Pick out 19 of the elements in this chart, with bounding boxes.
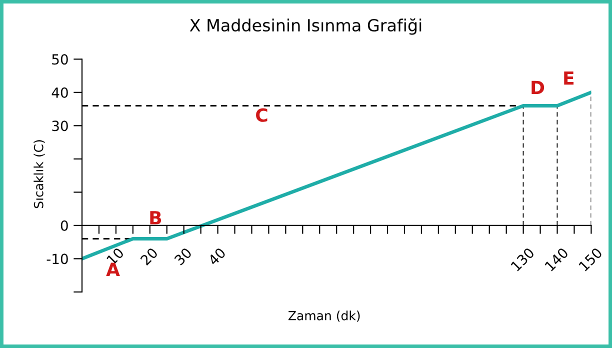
x-tick-label: 130 [510,247,535,272]
y-tick-label: 40 [52,87,68,98]
x-tick-label: 30 [174,247,192,266]
x-tick-label: 20 [140,247,158,266]
annotation: D [532,80,544,94]
x-tick-label: 150 [578,247,603,272]
y-axis-title: Sıcaklık (C) [34,140,45,208]
annotation: C [256,108,268,122]
x-axis-title: Zaman (dk) [288,310,360,322]
annotation: A [106,262,120,276]
y-tick-label: 30 [52,120,68,132]
y-tick-label: 50 [52,54,68,65]
x-tick-label: 140 [544,247,569,272]
annotation: E [564,71,574,85]
x-tick-label: 40 [207,247,226,266]
chart-title: X Maddesinin Isınma Grafiği [190,18,422,35]
y-tick-label: 0 [60,220,68,231]
y-tick-label: -10 [46,254,68,264]
annotation: B [150,211,162,224]
